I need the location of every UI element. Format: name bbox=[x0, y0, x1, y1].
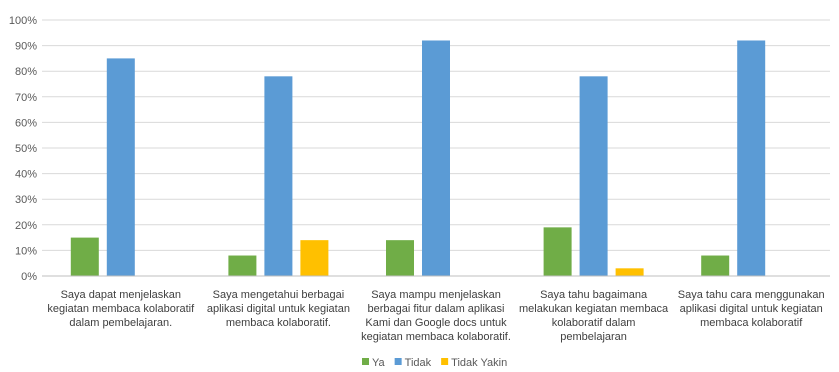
category-label: Saya mengetahui berbagai aplikasi digital… bbox=[207, 289, 350, 329]
category-label-line: dalam pembelajaran. bbox=[69, 317, 172, 329]
y-tick-label: 100% bbox=[9, 15, 37, 27]
y-axis-ticks: 0% 10% 20% 30% 40% 50% 60% 70% 80% 90% 100% bbox=[9, 15, 37, 283]
legend-swatch bbox=[394, 358, 402, 365]
y-tick-label: 10% bbox=[15, 245, 37, 257]
category-label-line: Saya tahu bagaimana bbox=[540, 289, 648, 301]
category-label: Saya tahu bagaimana melakukan kegiatan me… bbox=[519, 289, 669, 343]
y-tick-label: 40% bbox=[15, 169, 37, 181]
bar-tidak bbox=[264, 76, 293, 276]
legend-swatch bbox=[441, 358, 449, 365]
y-tick-label: 60% bbox=[15, 117, 37, 129]
bar-tidak bbox=[737, 40, 766, 277]
category-label-line: Saya tahu cara menggunakan bbox=[678, 289, 825, 301]
category-label-line: Saya dapat menjelaskan bbox=[61, 289, 181, 301]
category-label: Saya mampu menjelaskan berbagai fitur dal… bbox=[361, 289, 511, 343]
legend-swatch bbox=[362, 358, 369, 365]
y-tick-label: 80% bbox=[15, 66, 37, 78]
category-label-line: Saya mampu menjelaskan bbox=[371, 289, 501, 301]
bar-tidak bbox=[422, 40, 450, 277]
bar-tidak bbox=[106, 58, 135, 277]
category-label-line: melakukan kegiatan membaca bbox=[519, 303, 669, 315]
bar-ya bbox=[386, 240, 414, 276]
y-tick-label: 90% bbox=[15, 41, 37, 53]
y-tick-label: 70% bbox=[15, 92, 37, 104]
legend-label: Ya bbox=[372, 357, 386, 369]
legend-label: Tidak bbox=[405, 357, 432, 369]
category-label-line: kolaboratif dalam bbox=[552, 317, 636, 329]
category-label-line: Kami dan Google docs untuk bbox=[365, 317, 507, 329]
bars bbox=[70, 40, 766, 277]
category-label-line: aplikasi digital untuk kegiatan bbox=[207, 303, 350, 315]
category-label-line: kegiatan membaca kolaboratif bbox=[47, 303, 195, 315]
category-label: Saya dapat menjelaskan kegiatan membaca k… bbox=[47, 289, 195, 329]
category-label: Saya tahu cara menggunakan aplikasi digit… bbox=[678, 289, 825, 329]
category-label-line: membaca kolaboratif. bbox=[226, 317, 331, 329]
bar-tidak-yakin bbox=[300, 240, 329, 276]
y-tick-label: 20% bbox=[15, 220, 37, 232]
category-label-line: kegiatan membaca kolaboratif. bbox=[361, 331, 511, 343]
bar-ya bbox=[543, 227, 572, 276]
y-tick-label: 30% bbox=[15, 194, 37, 206]
category-label-line: aplikasi digital untuk kegiatan bbox=[680, 303, 823, 315]
category-label-line: Saya mengetahui berbagai bbox=[213, 289, 344, 301]
y-tick-label: 50% bbox=[15, 143, 37, 155]
bar-tidak-yakin bbox=[615, 268, 644, 276]
category-label-line: membaca kolaboratif bbox=[700, 317, 803, 329]
category-labels: Saya dapat menjelaskan kegiatan membaca k… bbox=[47, 289, 824, 343]
bar-tidak bbox=[579, 76, 608, 276]
category-label-line: berbagai fitur dalam aplikasi bbox=[368, 303, 505, 315]
legend: Ya Tidak Tidak Yakin bbox=[362, 357, 507, 369]
bar-ya bbox=[70, 237, 99, 276]
y-tick-label: 0% bbox=[21, 271, 37, 283]
legend-label: Tidak Yakin bbox=[451, 357, 507, 369]
bar-ya bbox=[701, 255, 730, 276]
bar-ya bbox=[228, 255, 257, 276]
category-label-line: pembelajaran bbox=[560, 331, 627, 343]
